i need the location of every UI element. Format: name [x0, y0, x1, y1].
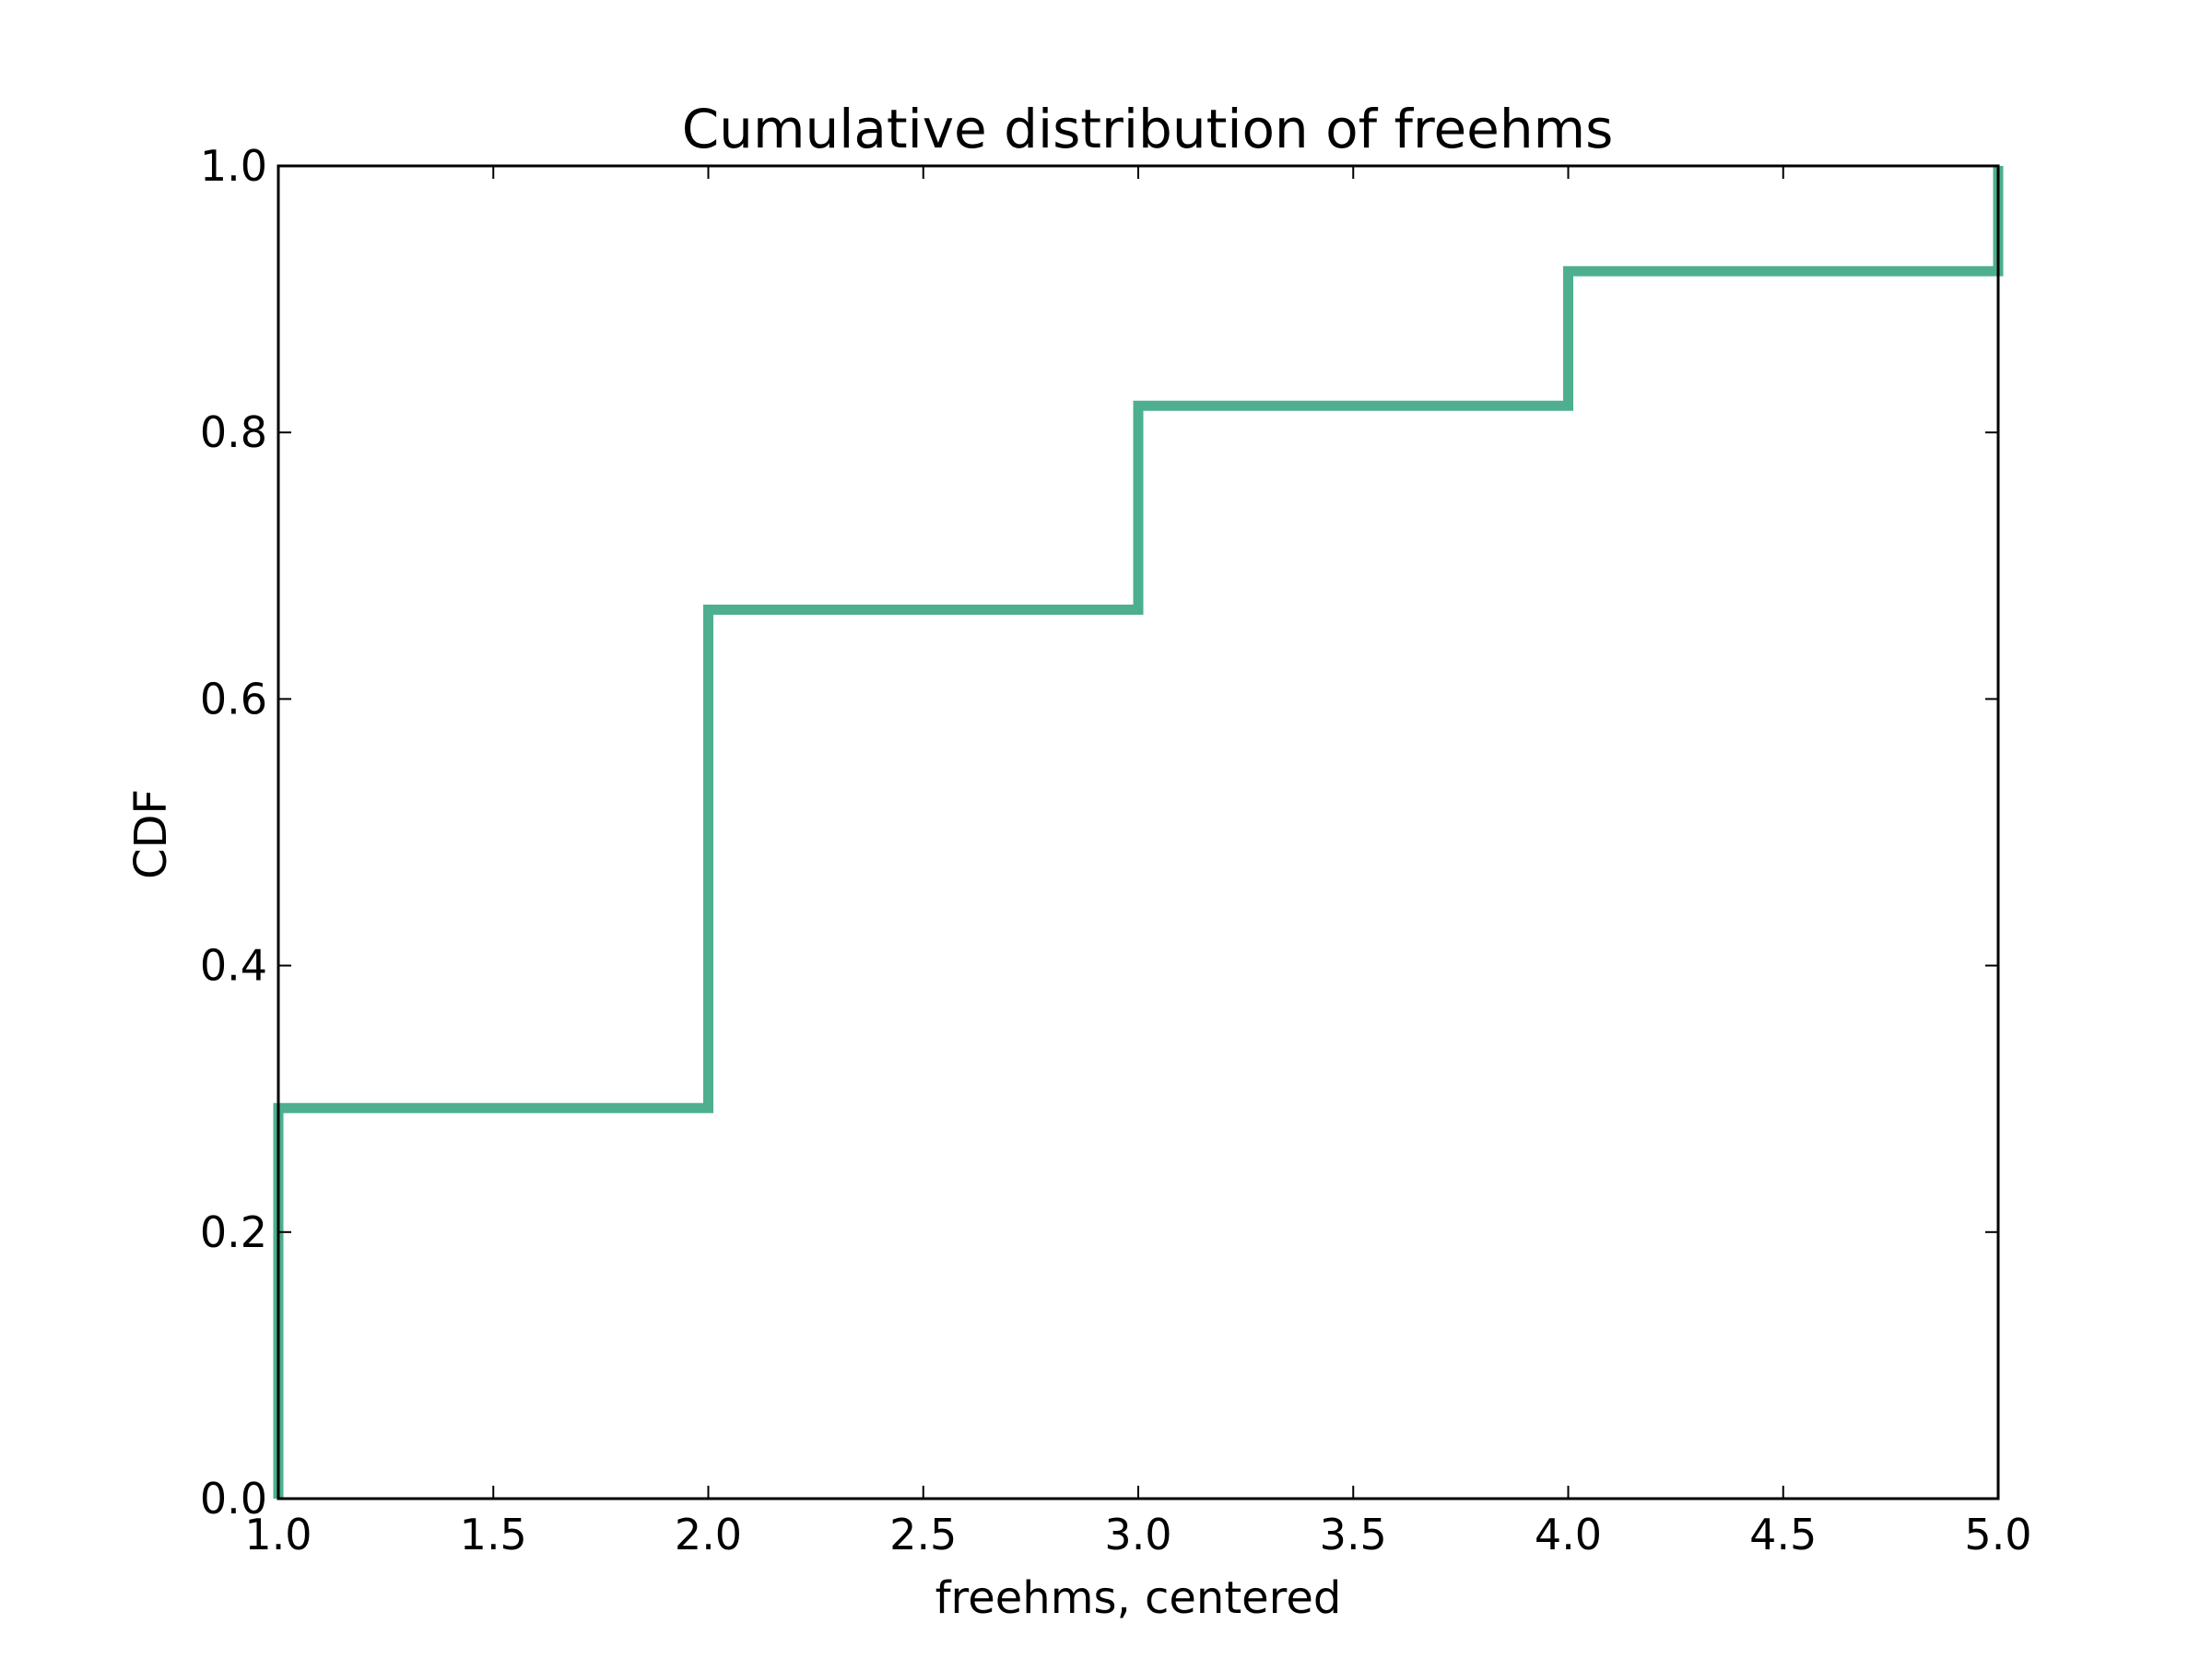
x-tick-label: 3.0: [1104, 1510, 1171, 1559]
y-tick-label: 0.4: [200, 941, 267, 991]
series-layer: [273, 166, 2004, 1499]
x-tick-label: 5.0: [1964, 1510, 2031, 1559]
x-axis-label: freehms, centered: [935, 1572, 1342, 1624]
x-tick-label: 2.5: [889, 1510, 957, 1559]
x-tick-label: 4.5: [1749, 1510, 1817, 1559]
cdf-step-line: [273, 166, 2004, 1499]
x-tick-label: 3.5: [1320, 1510, 1387, 1559]
y-tick-label: 0.6: [200, 674, 267, 724]
x-tick-label: 4.0: [1535, 1510, 1602, 1559]
x-tick-label: 1.5: [460, 1510, 527, 1559]
plot-frame: [276, 164, 2000, 1500]
chart-title: Cumulative distribution of freehms: [682, 98, 1614, 160]
y-tick-label: 0.0: [200, 1474, 267, 1524]
y-tick-label: 1.0: [200, 141, 267, 191]
y-tick-label: 0.2: [200, 1207, 267, 1257]
x-tick-label: 1.0: [244, 1510, 312, 1559]
tick-layer: 1.0 1.5 2.0 2.5 3.0 3.5 4.0 4.5 5.0 0.0 0.2 0.4 0.6 0…: [200, 141, 2032, 1559]
y-tick-label: 0.8: [200, 407, 267, 457]
y-axis-label: CDF: [125, 789, 177, 879]
x-tick-label: 2.0: [675, 1510, 742, 1559]
